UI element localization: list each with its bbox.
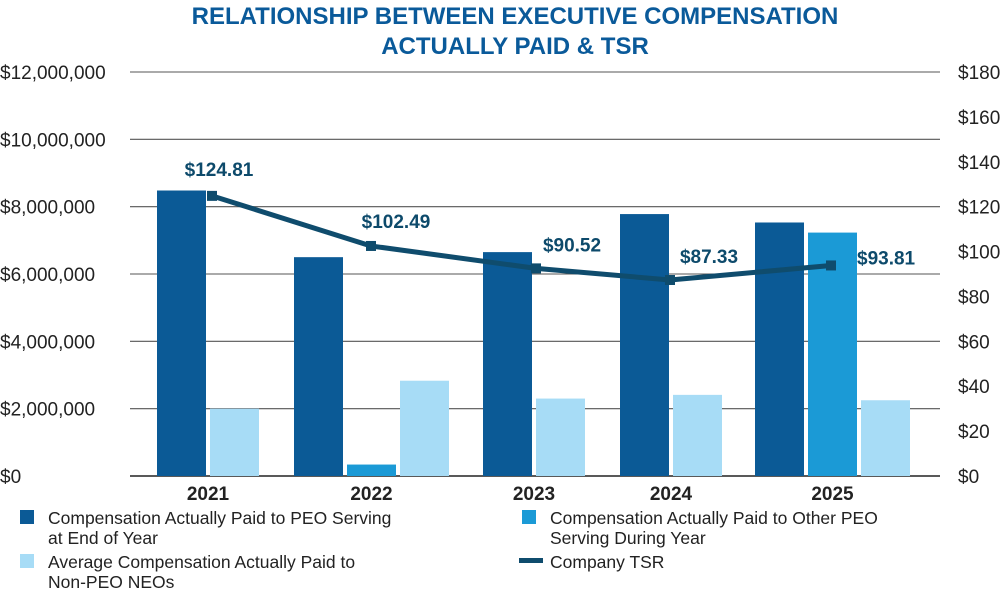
bar [347, 464, 396, 476]
right-axis-tick-label: $100 [958, 243, 1000, 264]
right-axis-tick-label: $60 [958, 332, 990, 353]
bar [755, 222, 804, 476]
right-axis-tick-label: $40 [958, 377, 990, 398]
left-axis-tick-label: $10,000,000 [0, 130, 106, 151]
x-axis-tick-label: 2022 [350, 484, 392, 505]
tsr-data-label: $93.81 [857, 248, 916, 269]
tsr-data-label: $87.33 [680, 247, 738, 268]
gridlines [130, 71, 940, 477]
bars [157, 190, 910, 477]
legend: Compensation Actually Paid to PEO Servin… [20, 508, 878, 592]
legend-label: Compensation Actually Paid to PEO Servin… [48, 508, 391, 528]
legend-label: Non-PEO NEOs [48, 572, 175, 592]
right-axis-tick-label: $140 [958, 153, 1000, 174]
bar [400, 380, 449, 476]
bar [483, 252, 532, 476]
right-axis-tick-labels: $0 $20 $40 $60 $80 $100 $120 $140 $160 $180 [958, 63, 1000, 488]
right-axis-tick-label: $120 [958, 198, 1000, 219]
tsr-marker [665, 274, 675, 285]
bar [808, 232, 857, 476]
chart-title: RELATIONSHIP BETWEEN EXECUTIVE COMPENSAT… [192, 3, 839, 60]
legend-label: Serving During Year [550, 528, 706, 548]
right-axis-tick-label: $20 [958, 422, 990, 443]
legend-label: Average Compensation Actually Paid to [48, 552, 355, 572]
x-axis-tick-labels: 2021 2022 2023 2024 2025 [187, 484, 854, 505]
tsr-marker [366, 240, 376, 251]
chart-title-line-1: RELATIONSHIP BETWEEN EXECUTIVE COMPENSAT… [192, 3, 839, 30]
tsr-data-label: $124.81 [185, 160, 254, 181]
left-axis-tick-label: $12,000,000 [0, 63, 106, 84]
bar [536, 398, 585, 476]
bar [157, 190, 206, 477]
tsr-line-series: $124.81 $102.49 $90.52 $87.33 $93.81 [185, 160, 916, 285]
left-axis-tick-label: $4,000,000 [0, 332, 95, 353]
legend-swatch [20, 554, 34, 568]
legend-line-swatch [519, 558, 543, 563]
legend-swatch [20, 510, 34, 524]
bar [861, 400, 910, 476]
x-axis-tick-label: 2021 [187, 484, 230, 505]
left-axis-tick-labels: $0 $2,000,000 $4,000,000 $6,000,000 $8,000,0… [0, 63, 106, 488]
tsr-data-label: $90.52 [543, 235, 601, 256]
left-axis-tick-label: $2,000,000 [0, 400, 95, 421]
tsr-data-label: $102.49 [362, 212, 431, 233]
right-axis-tick-label: $0 [958, 467, 979, 488]
chart-title-line-2: ACTUALLY PAID & TSR [381, 33, 649, 60]
left-axis-tick-label: $6,000,000 [0, 265, 95, 286]
tsr-marker [826, 260, 836, 271]
tsr-marker [207, 190, 217, 201]
legend-label: Company TSR [550, 552, 664, 572]
right-axis-tick-label: $180 [958, 63, 1000, 84]
x-axis-tick-label: 2023 [513, 484, 555, 505]
legend-label: at End of Year [48, 528, 158, 548]
left-axis-tick-label: $8,000,000 [0, 198, 95, 219]
right-axis-tick-label: $160 [958, 108, 1000, 129]
x-axis-tick-label: 2025 [811, 484, 854, 505]
bar [294, 257, 343, 476]
right-axis-tick-label: $80 [958, 287, 990, 308]
x-axis-tick-label: 2024 [650, 484, 693, 505]
tsr-marker [531, 263, 541, 274]
left-axis-tick-label: $0 [0, 467, 21, 488]
legend-label: Compensation Actually Paid to Other PEO [550, 508, 878, 528]
legend-swatch [522, 510, 536, 524]
bar [620, 214, 669, 476]
bar [210, 408, 259, 476]
bar [673, 394, 722, 476]
